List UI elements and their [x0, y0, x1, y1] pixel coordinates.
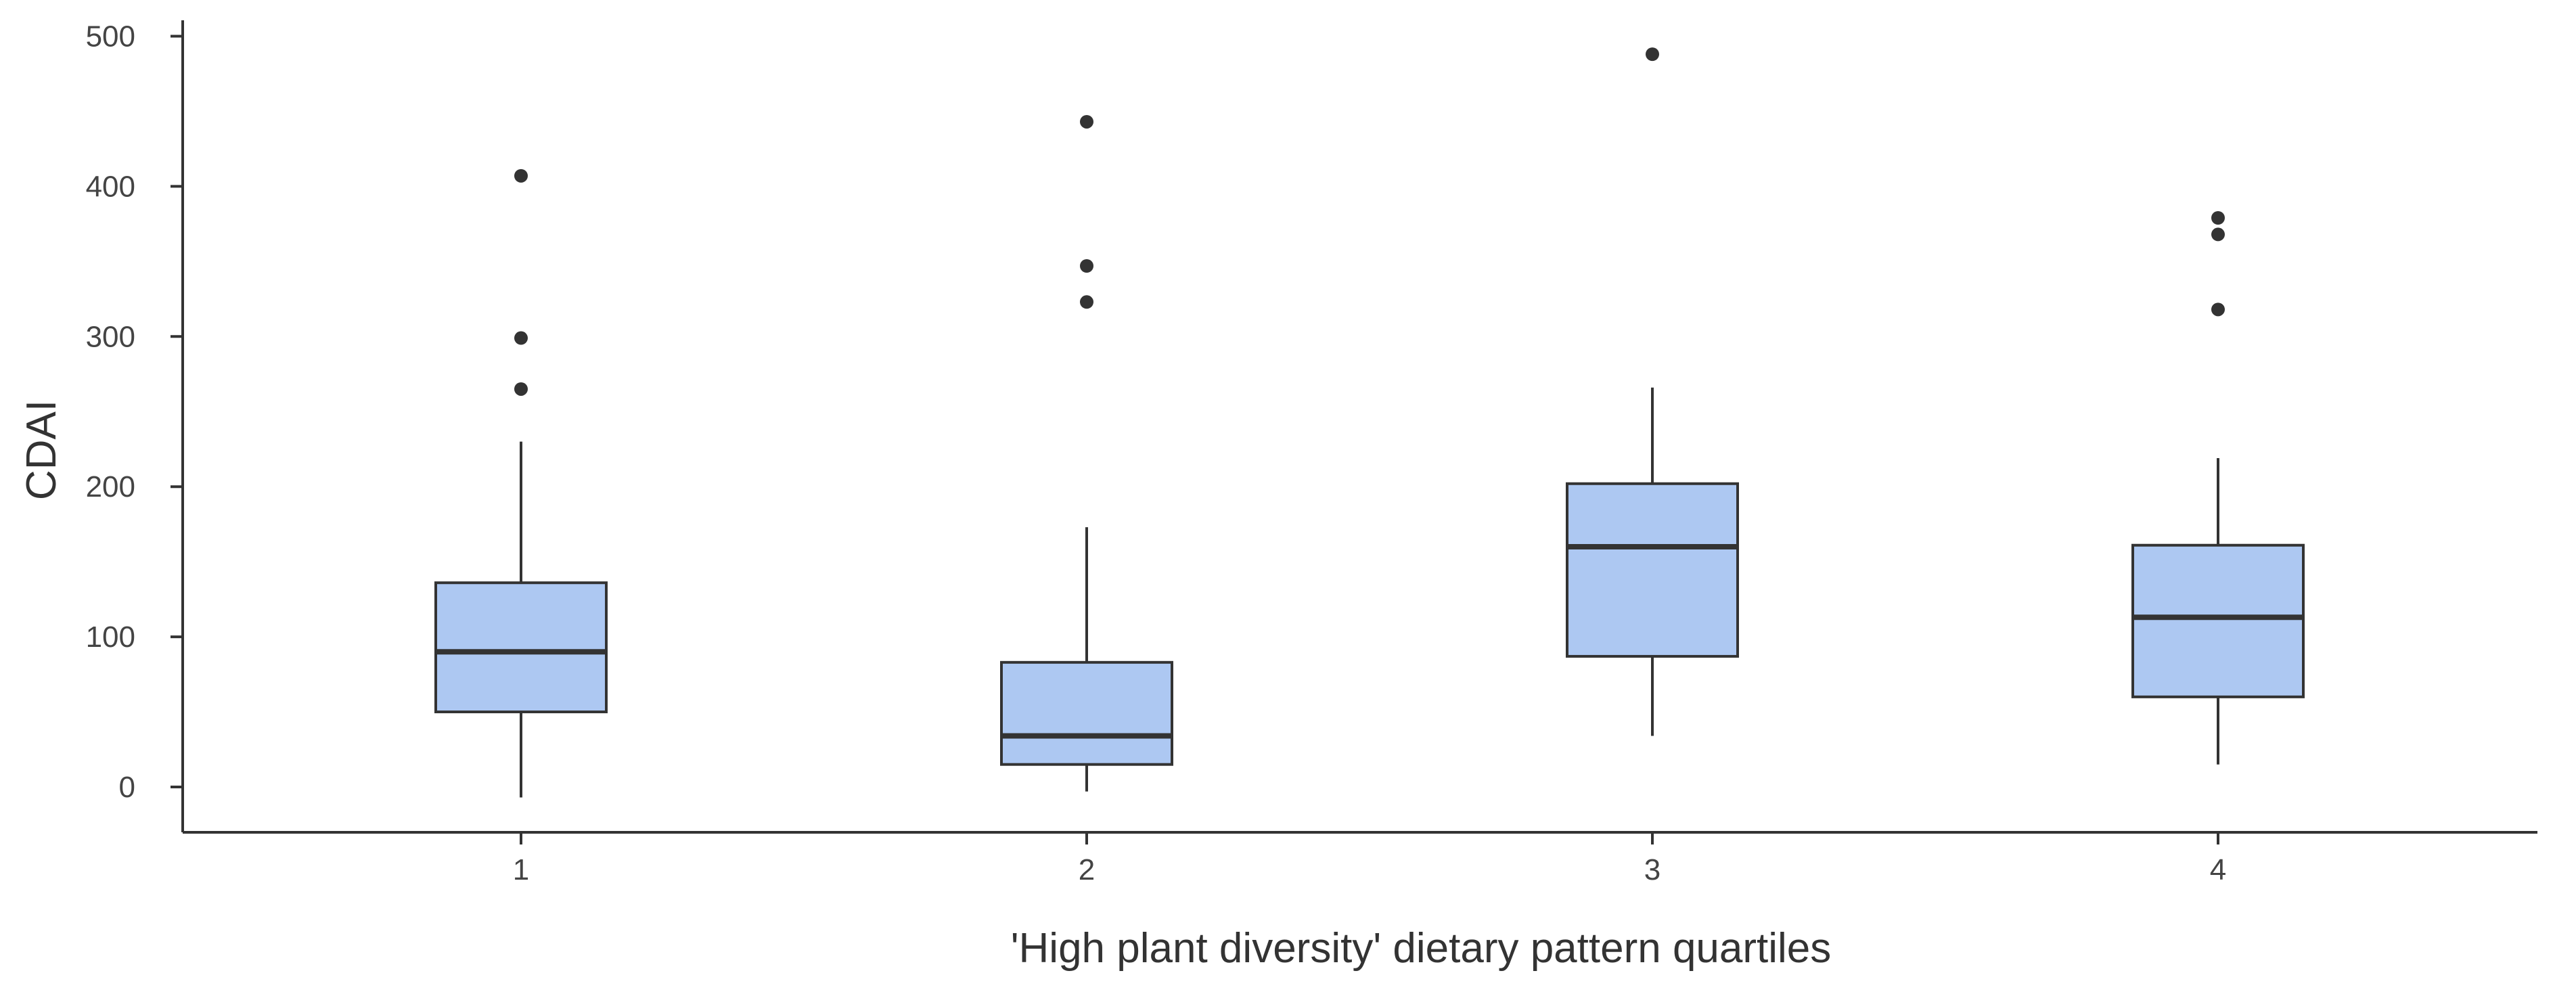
outlier-point	[1080, 295, 1093, 309]
outlier-point	[514, 382, 528, 396]
x-axis-ticks: 1 2 3 4	[513, 832, 2226, 886]
x-tick-label: 3	[1644, 853, 1660, 886]
box-iqr	[1000, 660, 1173, 766]
y-tick-label: 200	[86, 470, 135, 503]
outlier-point	[514, 331, 528, 345]
outlier-point	[2211, 302, 2225, 317]
box-group-q2	[1000, 114, 1173, 792]
box-series	[434, 47, 2305, 798]
outlier-point	[2211, 210, 2225, 225]
y-axis-ticks: 0 100 200 300 400 500	[86, 20, 183, 804]
y-tick-label: 500	[86, 20, 135, 53]
x-axis-title: 'High plant diversity' dietary pattern q…	[1011, 925, 1832, 972]
outlier-point	[514, 168, 528, 183]
outlier-point	[1646, 47, 1659, 62]
box-group-q1	[434, 168, 608, 798]
y-axis-title: CDAI	[18, 400, 65, 500]
x-tick-label: 2	[1079, 853, 1095, 886]
y-tick-label: 100	[86, 621, 135, 654]
outlier-point	[1080, 114, 1093, 129]
x-tick-label: 1	[513, 853, 529, 886]
y-tick-label: 0	[119, 771, 135, 804]
box-group-q4	[2131, 210, 2305, 765]
outlier-point	[1080, 259, 1093, 273]
outlier-point	[2211, 227, 2225, 242]
box-group-q3	[1566, 47, 1739, 736]
y-tick-label: 400	[86, 170, 135, 203]
y-tick-label: 300	[86, 320, 135, 353]
box-iqr	[1566, 482, 1739, 658]
box-iqr	[2131, 543, 2305, 698]
x-tick-label: 4	[2210, 853, 2226, 886]
box-iqr	[434, 581, 608, 714]
